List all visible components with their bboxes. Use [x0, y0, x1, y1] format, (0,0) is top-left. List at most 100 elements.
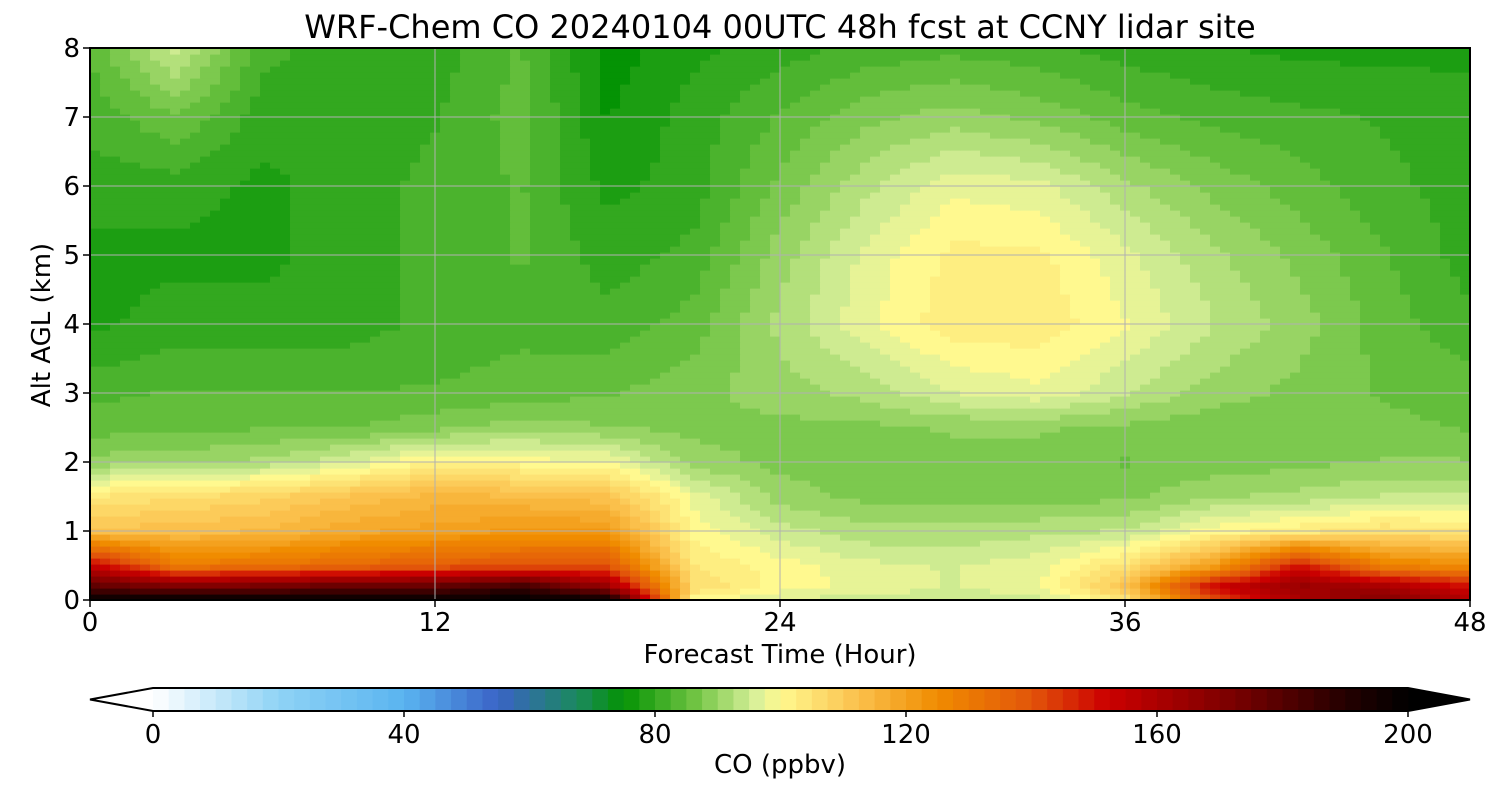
heatmap-cell	[550, 486, 561, 493]
heatmap-cell	[1210, 384, 1221, 391]
heatmap-cell	[290, 384, 301, 391]
heatmap-cell	[1010, 552, 1021, 559]
heatmap-cell	[730, 426, 741, 433]
heatmap-cell	[760, 564, 771, 571]
heatmap-cell	[1400, 510, 1411, 517]
heatmap-cell	[1210, 408, 1221, 415]
heatmap-cell	[590, 534, 601, 541]
heatmap-cell	[1430, 540, 1441, 547]
heatmap-cell	[1160, 486, 1171, 493]
heatmap-cell	[130, 432, 141, 439]
heatmap-cell	[180, 486, 191, 493]
heatmap-cell	[1290, 384, 1301, 391]
heatmap-cell	[920, 498, 931, 505]
heatmap-cell	[1340, 510, 1351, 517]
heatmap-cell	[520, 384, 531, 391]
heatmap-cell	[1180, 426, 1191, 433]
heatmap-cell	[180, 378, 191, 385]
heatmap-cell	[930, 534, 941, 541]
heatmap-cell	[1110, 462, 1121, 469]
heatmap-cell	[1380, 558, 1391, 565]
heatmap-cell	[1310, 396, 1321, 403]
heatmap-cell	[800, 498, 811, 505]
heatmap-cell	[420, 396, 431, 403]
heatmap-cell	[310, 510, 321, 517]
heatmap-cell	[830, 486, 841, 493]
heatmap-cell	[560, 516, 571, 523]
heatmap-cell	[780, 426, 791, 433]
heatmap-cell	[1070, 540, 1081, 547]
heatmap-cell	[860, 486, 871, 493]
heatmap-cell	[330, 438, 341, 445]
heatmap-cell	[1430, 516, 1441, 523]
heatmap-cell	[370, 546, 381, 553]
heatmap-cell	[960, 558, 971, 565]
heatmap-cell	[910, 468, 921, 475]
heatmap-cell	[850, 480, 861, 487]
heatmap-cell	[1340, 426, 1351, 433]
heatmap-cell	[240, 486, 251, 493]
heatmap-cell	[1230, 402, 1241, 409]
heatmap-cell	[290, 480, 301, 487]
heatmap-cell	[990, 516, 1001, 523]
heatmap-cell	[210, 426, 221, 433]
heatmap-cell	[220, 438, 231, 445]
heatmap-cell	[810, 570, 821, 577]
heatmap-cell	[150, 408, 161, 415]
heatmap-cell	[970, 414, 981, 421]
heatmap-cell	[1280, 516, 1291, 523]
heatmap-cell	[790, 456, 801, 463]
heatmap-cell	[910, 492, 921, 499]
heatmap-cell	[140, 402, 151, 409]
heatmap-cell	[290, 396, 301, 403]
heatmap-cell	[550, 396, 561, 403]
heatmap-cell	[1210, 432, 1221, 439]
heatmap-cell	[230, 588, 241, 595]
heatmap-cell	[160, 426, 171, 433]
heatmap-cell	[1310, 402, 1321, 409]
heatmap-cell	[530, 570, 541, 577]
heatmap-cell	[1130, 570, 1141, 577]
heatmap-cell	[880, 396, 891, 403]
heatmap-cell	[820, 510, 831, 517]
heatmap-cell	[1160, 546, 1171, 553]
heatmap-cell	[1190, 384, 1201, 391]
heatmap-cell	[1290, 546, 1301, 553]
heatmap-cell	[190, 504, 201, 511]
heatmap-cell	[630, 396, 641, 403]
heatmap-cell	[580, 426, 591, 433]
heatmap-cell	[990, 462, 1001, 469]
heatmap-cell	[630, 576, 641, 583]
heatmap-cell	[670, 522, 681, 529]
heatmap-cell	[710, 492, 721, 499]
heatmap-cell	[1290, 498, 1301, 505]
heatmap-cell	[1060, 504, 1071, 511]
heatmap-cell	[1360, 594, 1371, 600]
heatmap-cell	[1200, 426, 1211, 433]
heatmap-cell	[480, 564, 491, 571]
heatmap-cell	[930, 474, 941, 481]
heatmap-cell	[660, 402, 671, 409]
heatmap-cell	[520, 462, 531, 469]
heatmap-cell	[1030, 468, 1041, 475]
heatmap-cell	[800, 438, 811, 445]
heatmap-cell	[220, 480, 231, 487]
heatmap-cell	[1030, 516, 1041, 523]
heatmap-cell	[300, 510, 311, 517]
heatmap-cell	[830, 594, 841, 600]
heatmap-cell	[1210, 594, 1221, 600]
heatmap-cell	[90, 450, 101, 457]
heatmap-cell	[1060, 492, 1071, 499]
heatmap-cell	[1010, 588, 1021, 595]
heatmap-cell	[410, 438, 421, 445]
heatmap-cell	[710, 582, 721, 589]
heatmap-cell	[610, 540, 621, 547]
heatmap-cell	[740, 462, 751, 469]
heatmap-cell	[500, 516, 511, 523]
heatmap-cell	[760, 426, 771, 433]
heatmap-cell	[1440, 492, 1451, 499]
heatmap-cell	[950, 462, 961, 469]
heatmap-cell	[100, 426, 111, 433]
heatmap-cell	[590, 522, 601, 529]
heatmap-cell	[750, 486, 761, 493]
